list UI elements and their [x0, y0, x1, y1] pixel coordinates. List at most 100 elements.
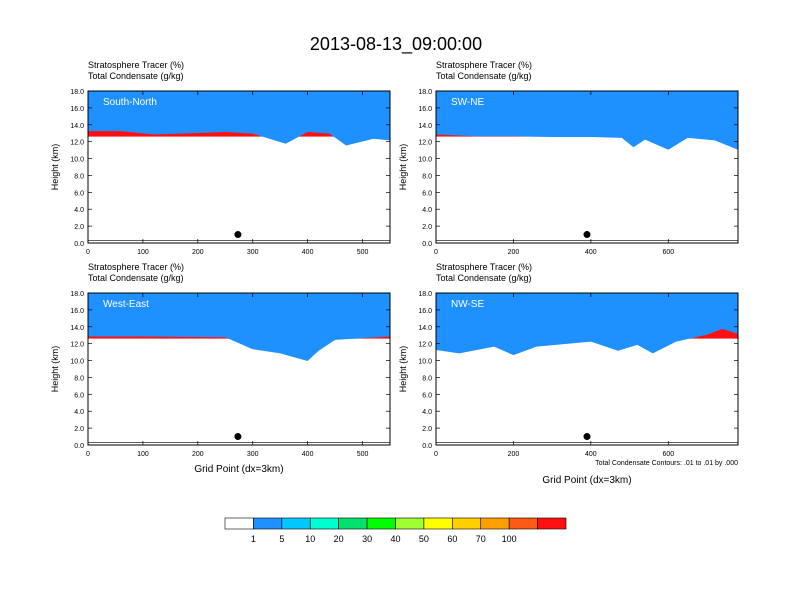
colorbar-swatch: [224, 517, 254, 530]
colorbar-label: 40: [390, 534, 400, 544]
tracer-band-9: [436, 91, 738, 150]
y-tick-label: 8.0: [74, 375, 84, 382]
y-tick-label: 8.0: [422, 173, 432, 180]
y-tick-label: 4.0: [74, 207, 84, 214]
panel-sw-ne: Stratosphere Tracer (%)Total Condensate …: [398, 60, 739, 256]
colorbar-swatch: [366, 517, 396, 530]
colorbar-label: 50: [419, 534, 429, 544]
y-tick-label: 18.0: [418, 89, 432, 96]
x-tick-label: 400: [302, 451, 314, 458]
colorbar-label: 10: [305, 534, 315, 544]
y-axis-label: Height (km): [50, 346, 60, 393]
colorbar-label: 5: [279, 534, 284, 544]
y-tick-label: 2.0: [74, 426, 84, 433]
colorbar-swatch: [508, 517, 538, 530]
y-tick-label: 14.0: [70, 325, 84, 332]
y-tick-label: 10.0: [418, 359, 432, 366]
x-tick-label: 600: [662, 451, 674, 458]
location-marker: [234, 433, 242, 441]
x-tick-label: 400: [585, 249, 597, 256]
y-tick-label: 16.0: [70, 106, 84, 113]
y-tick-label: 14.0: [418, 123, 432, 130]
y-tick-label: 4.0: [422, 409, 432, 416]
panel-west-east: Stratosphere Tracer (%)Total Condensate …: [50, 262, 391, 475]
colorbar-swatch: [338, 517, 368, 530]
plot-frame: [87, 90, 391, 244]
panel-header-condensate: Total Condensate (g/kg): [436, 273, 532, 283]
colorbar-swatch: [452, 517, 482, 530]
y-tick-label: 6.0: [422, 190, 432, 197]
tracer-fill: [436, 91, 738, 150]
x-tick-label: 600: [662, 249, 674, 256]
y-tick-label: 2.0: [422, 426, 432, 433]
panel-label: South-North: [103, 97, 157, 108]
tracer-band-9: [436, 293, 738, 356]
colorbar-swatch: [480, 517, 510, 530]
y-tick-label: 10.0: [70, 359, 84, 366]
x-tick-label: 200: [508, 249, 520, 256]
panel-label: NW-SE: [451, 299, 484, 310]
plot-frame: [87, 292, 391, 446]
x-tick-label: 0: [434, 249, 438, 256]
x-tick-label: 0: [434, 451, 438, 458]
panel-label: West-East: [103, 299, 149, 310]
panel-header-tracer: Stratosphere Tracer (%): [436, 60, 532, 70]
y-tick-label: 14.0: [70, 123, 84, 130]
y-axis-label: Height (km): [50, 144, 60, 191]
plot-frame: [435, 90, 739, 244]
colorbar-swatch: [423, 517, 453, 530]
x-tick-label: 100: [137, 249, 149, 256]
x-axis-label: Grid Point (dx=3km): [194, 464, 283, 475]
colorbar-swatch: [395, 517, 425, 530]
x-tick-label: 0: [86, 249, 90, 256]
y-tick-label: 4.0: [74, 409, 84, 416]
y-tick-label: 0.0: [422, 443, 432, 450]
x-tick-label: 200: [192, 451, 204, 458]
y-tick-label: 18.0: [70, 291, 84, 298]
y-tick-label: 16.0: [418, 308, 432, 315]
x-tick-label: 500: [357, 249, 369, 256]
y-tick-label: 2.0: [422, 224, 432, 231]
panel-nw-se: Stratosphere Tracer (%)Total Condensate …: [398, 262, 739, 486]
panel-header-tracer: Stratosphere Tracer (%): [88, 262, 184, 272]
x-tick-label: 200: [192, 249, 204, 256]
y-tick-label: 0.0: [74, 241, 84, 248]
colorbar-label: 60: [447, 534, 457, 544]
y-tick-label: 16.0: [418, 106, 432, 113]
tracer-fill: [88, 293, 390, 361]
colorbar-label: 1: [251, 534, 256, 544]
y-axis-label: Height (km): [398, 346, 408, 393]
y-tick-label: 18.0: [70, 89, 84, 96]
x-tick-label: 300: [247, 249, 259, 256]
figure-title: 2013-08-13_09:00:00: [310, 34, 482, 55]
y-tick-label: 10.0: [418, 157, 432, 164]
panel-header-tracer: Stratosphere Tracer (%): [88, 60, 184, 70]
y-tick-label: 16.0: [70, 308, 84, 315]
y-tick-label: 12.0: [418, 140, 432, 147]
colorbar-swatch: [309, 517, 339, 530]
panel-header-condensate: Total Condensate (g/kg): [436, 71, 532, 81]
colorbar: 1 5 10 20 30 40 50 60 70 100: [224, 517, 567, 544]
y-tick-label: 6.0: [74, 190, 84, 197]
tracer-band-9: [88, 91, 390, 146]
y-tick-label: 2.0: [74, 224, 84, 231]
panel-header-condensate: Total Condensate (g/kg): [88, 273, 184, 283]
y-tick-label: 10.0: [70, 157, 84, 164]
colorbar-swatch: [537, 517, 567, 530]
x-tick-label: 400: [302, 249, 314, 256]
x-axis-label: Grid Point (dx=3km): [542, 475, 631, 486]
colorbar-label: 30: [362, 534, 372, 544]
x-tick-label: 200: [508, 451, 520, 458]
y-tick-label: 0.0: [74, 443, 84, 450]
contour-note: Total Condensate Contours: .01 to .01 by…: [595, 460, 738, 467]
y-tick-label: 12.0: [418, 342, 432, 349]
plot-frame: [435, 292, 739, 446]
colorbar-label: 20: [334, 534, 344, 544]
x-tick-label: 0: [86, 451, 90, 458]
x-tick-label: 300: [247, 451, 259, 458]
tracer-band-9: [88, 293, 390, 361]
x-tick-label: 400: [585, 451, 597, 458]
colorbar-swatch: [281, 517, 311, 530]
y-tick-label: 8.0: [422, 375, 432, 382]
